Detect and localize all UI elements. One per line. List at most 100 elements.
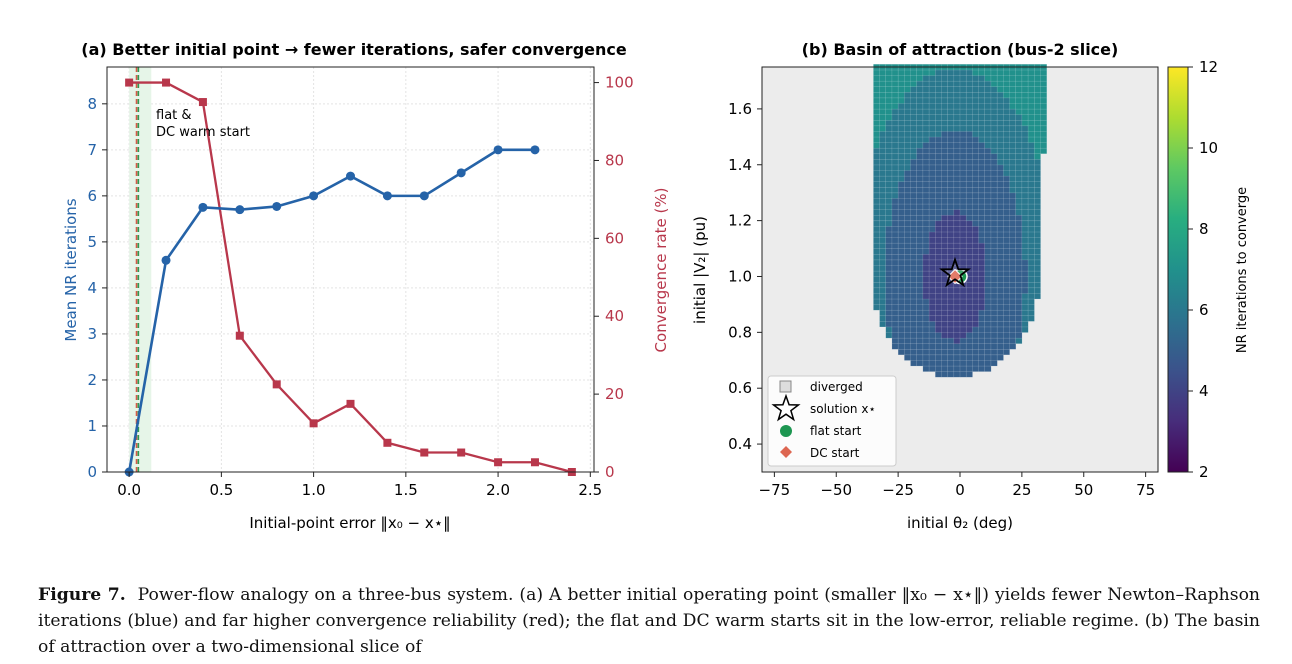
basin-cell bbox=[910, 158, 918, 166]
basin-cell bbox=[947, 371, 955, 378]
basin-cell bbox=[904, 315, 911, 322]
basin-cell bbox=[947, 158, 955, 166]
basin-cell bbox=[904, 164, 911, 171]
basin-cell bbox=[891, 75, 899, 82]
basin-cell bbox=[1009, 97, 1017, 104]
basin-cell bbox=[972, 136, 980, 143]
basin-cell bbox=[978, 181, 986, 188]
basin-cell bbox=[935, 142, 942, 149]
basin-cell bbox=[873, 287, 881, 294]
basin-cell bbox=[897, 108, 905, 115]
basin-cell bbox=[916, 108, 924, 115]
basin-cell bbox=[990, 287, 998, 294]
basin-cell bbox=[910, 276, 918, 283]
basin-cell bbox=[953, 298, 961, 305]
basin-cell bbox=[897, 320, 905, 328]
basin-cell bbox=[910, 136, 918, 143]
basin-cell bbox=[978, 147, 986, 155]
basin-cell bbox=[959, 259, 967, 266]
basin-cell bbox=[935, 354, 942, 361]
basin-cell bbox=[885, 119, 893, 127]
basin-cell bbox=[904, 119, 911, 127]
solution-star-marker bbox=[939, 256, 972, 288]
basin-cell bbox=[996, 80, 1004, 88]
basin-cell bbox=[1003, 248, 1010, 255]
basin-cell bbox=[959, 292, 967, 300]
basin-cell bbox=[891, 242, 899, 250]
basin-cell bbox=[990, 86, 998, 93]
basin-cell bbox=[879, 320, 887, 328]
basin-cell bbox=[928, 153, 936, 160]
basin-cell bbox=[897, 309, 905, 317]
right-tick-label: 40 bbox=[605, 307, 624, 325]
basin-cell bbox=[959, 348, 967, 356]
basin-cell bbox=[897, 276, 905, 283]
basin-cell bbox=[1034, 136, 1041, 143]
basin-cell bbox=[996, 91, 1004, 99]
basin-cell bbox=[935, 287, 942, 294]
basin-cell bbox=[965, 231, 973, 238]
basin-cell bbox=[897, 231, 905, 238]
left-tick-label: 5 bbox=[87, 233, 97, 251]
basin-cell bbox=[959, 198, 967, 205]
basin-cell bbox=[897, 259, 905, 266]
basin-cell bbox=[935, 298, 942, 305]
basin-cell bbox=[996, 225, 1004, 233]
basin-cell bbox=[928, 97, 936, 104]
basin-cell bbox=[1015, 209, 1023, 216]
basin-cell bbox=[897, 281, 905, 289]
basin-cell bbox=[972, 192, 980, 199]
basin-cell bbox=[928, 170, 936, 177]
basin-cell bbox=[904, 292, 911, 300]
basin-cell bbox=[1027, 91, 1035, 99]
basin-cell bbox=[897, 80, 905, 88]
basin-cell bbox=[879, 192, 887, 199]
basin-cell bbox=[891, 343, 899, 350]
basin-cell bbox=[953, 97, 961, 104]
basin-cell bbox=[891, 292, 899, 300]
basin-cell bbox=[910, 203, 918, 210]
basin-cell bbox=[1003, 75, 1010, 82]
basin-cell bbox=[1003, 97, 1010, 104]
basin-cell bbox=[1021, 248, 1029, 255]
basin-cell bbox=[897, 343, 905, 350]
basin-cell bbox=[972, 360, 980, 367]
basin-cell bbox=[897, 270, 905, 277]
basin-cell bbox=[910, 125, 918, 132]
basin-cell bbox=[978, 130, 986, 138]
basin-cell bbox=[1003, 348, 1010, 356]
basin-cell bbox=[965, 248, 973, 255]
basin-cell bbox=[990, 192, 998, 199]
basin-cell bbox=[953, 203, 961, 210]
basin-cell bbox=[941, 69, 949, 76]
panel-a-xlabel: Initial-point error ‖x₀ − x⋆‖ bbox=[249, 514, 450, 532]
basin-cell bbox=[959, 147, 967, 155]
basin-cell bbox=[972, 348, 980, 356]
basin-cell bbox=[1009, 259, 1017, 266]
basin-cell bbox=[1034, 86, 1041, 93]
basin-cell bbox=[1009, 304, 1017, 311]
panel-a-series bbox=[124, 78, 576, 477]
basin-cell bbox=[978, 248, 986, 255]
basin-cell bbox=[941, 287, 949, 294]
basin-cell bbox=[1021, 220, 1029, 227]
basin-cell bbox=[965, 91, 973, 99]
basin-cell bbox=[1003, 343, 1010, 350]
basin-cell bbox=[922, 147, 930, 155]
basin-cell bbox=[885, 309, 893, 317]
basin-cell bbox=[885, 320, 893, 328]
basin-cell bbox=[891, 170, 899, 177]
basin-cell bbox=[947, 198, 955, 205]
basin-cell bbox=[1027, 281, 1035, 289]
basin-cell bbox=[1040, 130, 1048, 138]
basin-cell bbox=[1003, 320, 1010, 328]
basin-cell bbox=[984, 354, 992, 361]
basin-cell bbox=[990, 130, 998, 138]
basin-cell bbox=[965, 75, 973, 82]
basin-cell bbox=[1027, 203, 1035, 210]
basin-cell bbox=[1040, 114, 1048, 121]
basin-cell bbox=[947, 348, 955, 356]
basin-cell bbox=[897, 153, 905, 160]
basin-cell bbox=[916, 220, 924, 227]
basin-cell bbox=[1009, 164, 1017, 171]
